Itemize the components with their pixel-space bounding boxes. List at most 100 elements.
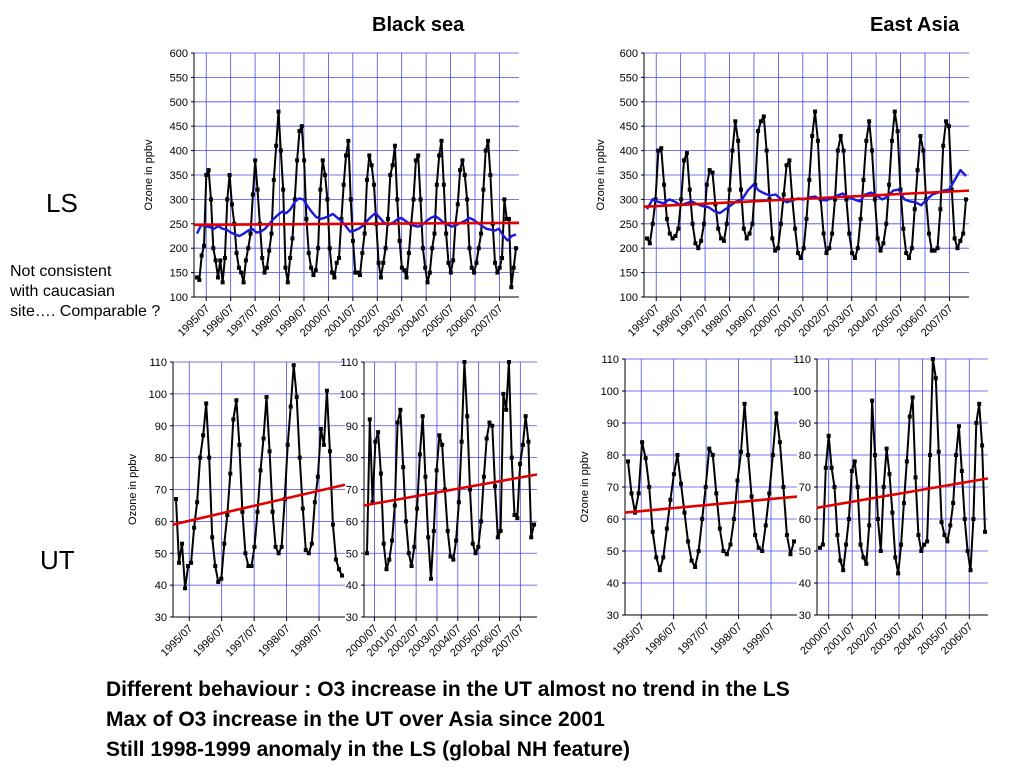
data-point bbox=[255, 509, 260, 514]
x-tick-label: 1998/07 bbox=[708, 621, 745, 658]
data-point bbox=[274, 143, 279, 148]
data-point bbox=[199, 253, 204, 258]
data-point bbox=[412, 544, 417, 549]
data-point bbox=[514, 246, 518, 251]
data-point bbox=[303, 548, 308, 553]
data-point bbox=[206, 168, 211, 173]
summary: Different behaviour : O3 increase in the… bbox=[106, 675, 790, 765]
data-point bbox=[699, 238, 704, 243]
data-point bbox=[647, 241, 652, 246]
data-point bbox=[473, 551, 478, 556]
y-tick-label: 110 bbox=[149, 357, 167, 369]
data-point bbox=[390, 538, 395, 543]
data-point bbox=[236, 265, 241, 270]
data-point bbox=[406, 551, 411, 556]
data-point bbox=[511, 265, 516, 270]
data-point bbox=[926, 231, 931, 236]
data-point bbox=[901, 226, 906, 231]
data-point bbox=[827, 246, 832, 251]
data-point bbox=[487, 420, 492, 425]
note-line: with caucasian bbox=[10, 283, 115, 300]
x-tick-label: 1998/07 bbox=[256, 623, 293, 660]
data-point bbox=[341, 182, 346, 187]
data-point bbox=[750, 221, 755, 226]
data-point bbox=[426, 535, 431, 540]
data-point bbox=[446, 260, 451, 265]
data-point bbox=[829, 465, 834, 470]
y-tick-label: 450 bbox=[170, 121, 188, 133]
data-point bbox=[826, 433, 831, 438]
data-point bbox=[456, 500, 461, 505]
data-point bbox=[506, 360, 511, 364]
data-point bbox=[201, 433, 206, 438]
data-point bbox=[237, 442, 242, 447]
y-tick-label: 70 bbox=[155, 485, 167, 497]
data-point bbox=[983, 529, 987, 534]
data-point bbox=[228, 471, 233, 476]
data-point bbox=[838, 558, 843, 563]
data-point bbox=[977, 401, 982, 406]
data-point bbox=[889, 138, 894, 143]
data-point bbox=[974, 421, 979, 425]
data-point bbox=[746, 453, 751, 457]
monthly-series-line bbox=[819, 358, 986, 575]
data-point bbox=[731, 517, 736, 521]
summary-line: Still 1998-1999 anomaly in the LS (globa… bbox=[106, 738, 630, 761]
data-point bbox=[441, 182, 446, 187]
data-point bbox=[195, 275, 199, 280]
data-point bbox=[276, 109, 281, 114]
data-point bbox=[219, 576, 224, 581]
data-point bbox=[290, 236, 295, 241]
data-point bbox=[753, 182, 758, 187]
trend-line bbox=[816, 477, 989, 510]
data-point bbox=[971, 517, 976, 521]
data-point bbox=[497, 265, 502, 270]
data-point bbox=[724, 552, 729, 557]
y-tick-label: 100 bbox=[620, 292, 638, 304]
data-point bbox=[512, 513, 517, 517]
data-point bbox=[887, 472, 892, 477]
data-point bbox=[875, 236, 880, 241]
data-point bbox=[476, 246, 481, 251]
data-point bbox=[864, 138, 869, 143]
data-point bbox=[240, 509, 245, 514]
data-point bbox=[364, 177, 369, 182]
ut-black-sea-2000-chart: 304050607080901001102000/072001/072002/0… bbox=[340, 357, 538, 659]
data-point bbox=[373, 439, 378, 444]
data-point bbox=[276, 551, 281, 556]
data-point bbox=[420, 414, 425, 419]
data-point bbox=[532, 522, 536, 527]
data-point bbox=[907, 255, 912, 260]
trend-line bbox=[172, 483, 346, 526]
data-point bbox=[523, 414, 528, 419]
y-tick-label: 100 bbox=[170, 292, 188, 304]
y-tick-label: 60 bbox=[346, 516, 358, 528]
y-tick-label: 400 bbox=[170, 146, 188, 158]
y-tick-label: 500 bbox=[170, 97, 188, 109]
y-tick-label: 50 bbox=[155, 548, 167, 560]
y-tick-label: 550 bbox=[170, 72, 188, 84]
data-point bbox=[192, 525, 197, 530]
data-point bbox=[704, 182, 709, 187]
data-point bbox=[758, 119, 763, 124]
data-point bbox=[509, 455, 514, 460]
data-point bbox=[469, 265, 474, 270]
data-point bbox=[344, 153, 349, 158]
data-point bbox=[481, 474, 486, 479]
data-point bbox=[403, 519, 408, 524]
data-point bbox=[777, 440, 782, 445]
data-point bbox=[231, 417, 236, 422]
data-point bbox=[404, 275, 409, 280]
data-point bbox=[204, 401, 209, 406]
data-point bbox=[315, 474, 320, 479]
data-point bbox=[440, 442, 445, 447]
data-point bbox=[455, 202, 460, 207]
ut-east-asia-1995-chart: 30 40 50 60 70 80 90 100 110 1995/071996/071997/0… bbox=[579, 354, 798, 658]
data-point bbox=[749, 494, 754, 499]
data-point bbox=[736, 138, 741, 143]
data-point bbox=[479, 231, 484, 236]
data-point bbox=[664, 216, 669, 221]
data-point bbox=[835, 148, 840, 153]
data-point bbox=[813, 109, 818, 114]
data-point bbox=[944, 119, 949, 124]
